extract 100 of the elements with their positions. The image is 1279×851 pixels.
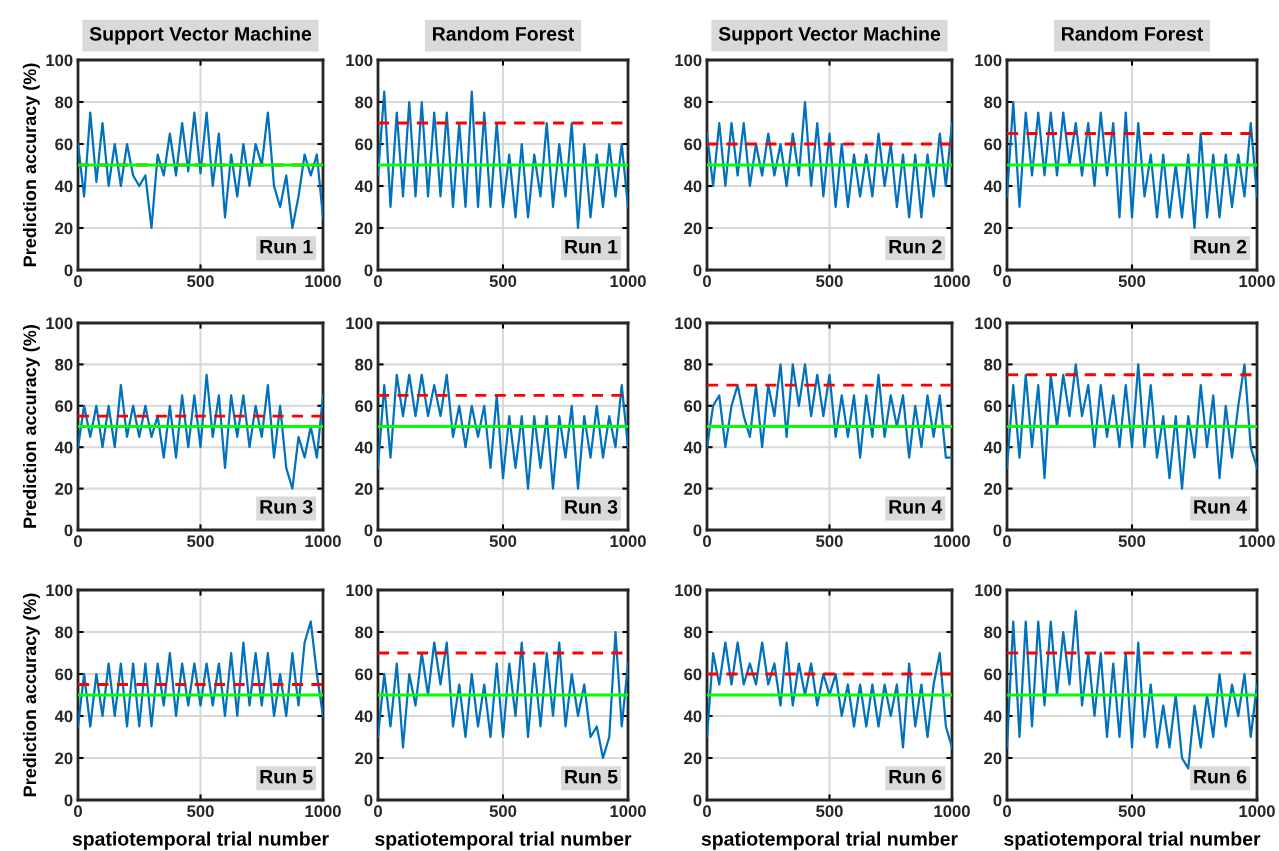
y-tick-label: 40 — [983, 441, 1002, 454]
x-tick-label: 1000 — [610, 805, 646, 818]
y-tick-label: 20 — [355, 483, 373, 495]
y-tick-label: 80 — [984, 626, 1002, 639]
annotation: Run 3 — [260, 499, 313, 514]
y-tick-label: 60 — [984, 138, 1002, 151]
y-tick-label: 80 — [355, 626, 373, 639]
x-axis-title: spatiotemporal trial number — [701, 831, 958, 850]
y-tick-label: 0 — [64, 524, 73, 537]
annotation: Run 1 — [565, 239, 618, 254]
y-tick-label: 60 — [55, 400, 73, 412]
y-tick-label: 20 — [984, 222, 1002, 235]
y-tick-label: 80 — [684, 626, 702, 639]
chart-title: Random Forest — [433, 26, 575, 41]
x-tick-label: 0 — [74, 805, 82, 818]
x-tick-label: 500 — [816, 275, 843, 288]
chart-title: Random Forest — [1062, 26, 1204, 41]
x-tick-label: 1000 — [1239, 535, 1275, 548]
y-tick-label: 40 — [983, 180, 1002, 193]
y-tick-label: 60 — [684, 138, 702, 151]
annotation: Run 2 — [1194, 239, 1247, 254]
y-tick-label: 0 — [993, 794, 1002, 807]
y-tick-label: 100 — [46, 54, 73, 67]
y-tick-label: 80 — [984, 96, 1002, 109]
y-tick-label: 40 — [354, 710, 373, 723]
annotation: Run 1 — [260, 239, 313, 254]
x-tick-label: 0 — [1003, 805, 1011, 818]
y-tick-label: 20 — [55, 222, 73, 235]
y-tick-label: 60 — [684, 668, 702, 681]
x-tick-label: 500 — [489, 275, 517, 288]
x-tick-label: 500 — [187, 535, 214, 548]
y-tick-label: 100 — [975, 317, 1002, 330]
y-tick-label: 80 — [684, 96, 702, 109]
chart-title: Support Vector Machine — [718, 26, 941, 45]
y-tick-label: 0 — [693, 794, 702, 807]
y-tick-label: 0 — [693, 264, 702, 277]
x-tick-label: 500 — [187, 805, 214, 818]
x-tick-label: 1000 — [305, 275, 341, 288]
y-tick-label: 40 — [354, 180, 373, 193]
x-tick-label: 1000 — [934, 535, 970, 548]
y-tick-label: 60 — [984, 400, 1002, 412]
y-tick-label: 100 — [46, 584, 73, 597]
x-tick-label: 0 — [374, 535, 382, 548]
chart-title: Support Vector Machine — [89, 26, 312, 45]
x-tick-label: 500 — [489, 535, 517, 548]
x-tick-label: 0 — [703, 275, 711, 288]
annotation: Run 5 — [260, 769, 313, 784]
x-tick-label: 1000 — [1239, 275, 1275, 288]
y-tick-label: 40 — [54, 180, 73, 193]
x-tick-label: 500 — [1118, 535, 1146, 548]
annotation: Run 5 — [565, 769, 618, 784]
y-tick-label: 80 — [355, 96, 373, 109]
y-tick-label: 80 — [355, 358, 373, 371]
x-axis-title: spatiotemporal trial number — [72, 831, 329, 850]
x-axis-title: spatiotemporal trial number — [375, 831, 632, 850]
y-tick-label: 60 — [355, 138, 373, 151]
y-tick-label: 100 — [675, 584, 702, 597]
y-tick-label: 20 — [984, 483, 1002, 495]
annotation: Run 6 — [1194, 769, 1247, 784]
y-tick-label: 100 — [675, 317, 702, 330]
y-tick-label: 40 — [354, 441, 373, 454]
annotation: Run 6 — [889, 769, 942, 784]
y-tick-label: 20 — [355, 752, 373, 765]
x-tick-label: 1000 — [934, 805, 970, 818]
y-tick-label: 60 — [355, 400, 373, 412]
y-axis-title: Prediction accuracy (%) — [22, 593, 40, 797]
y-tick-label: 40 — [683, 441, 702, 454]
y-tick-label: 60 — [984, 668, 1002, 681]
x-tick-label: 0 — [1003, 275, 1011, 288]
x-tick-label: 1000 — [610, 535, 646, 548]
x-tick-label: 500 — [1118, 805, 1146, 818]
x-tick-label: 1000 — [305, 535, 341, 548]
y-tick-label: 40 — [54, 710, 73, 723]
x-tick-label: 0 — [1003, 535, 1011, 548]
y-tick-label: 100 — [346, 584, 373, 597]
y-tick-label: 100 — [346, 54, 373, 67]
y-tick-label: 40 — [983, 710, 1002, 723]
y-tick-label: 80 — [684, 358, 702, 371]
y-tick-label: 40 — [54, 441, 73, 454]
y-tick-label: 80 — [984, 358, 1002, 371]
y-tick-label: 0 — [693, 524, 702, 537]
y-tick-label: 20 — [55, 752, 73, 765]
y-tick-label: 0 — [993, 264, 1002, 277]
y-tick-label: 0 — [64, 794, 73, 807]
y-tick-label: 20 — [55, 483, 73, 495]
x-tick-label: 0 — [703, 805, 711, 818]
annotation: Run 3 — [565, 499, 618, 514]
x-tick-label: 500 — [187, 275, 214, 288]
annotation: Run 2 — [889, 239, 942, 254]
y-tick-label: 20 — [684, 752, 702, 765]
x-tick-label: 500 — [816, 805, 843, 818]
y-tick-label: 0 — [64, 264, 73, 277]
x-tick-label: 500 — [489, 805, 517, 818]
y-axis-title: Prediction accuracy (%) — [22, 325, 40, 528]
y-tick-label: 20 — [984, 752, 1002, 765]
y-tick-label: 40 — [683, 710, 702, 723]
y-tick-label: 20 — [355, 222, 373, 235]
x-tick-label: 0 — [74, 535, 82, 548]
x-tick-label: 1000 — [934, 275, 970, 288]
x-tick-label: 0 — [374, 805, 382, 818]
